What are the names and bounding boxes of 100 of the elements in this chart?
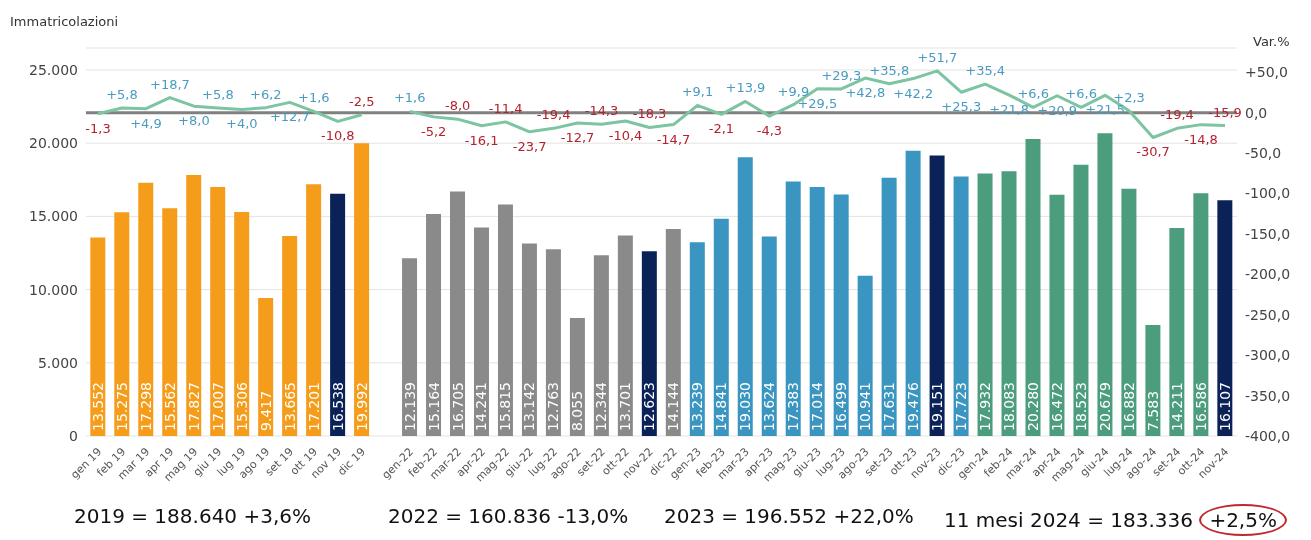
data-label: 16.705	[449, 382, 466, 431]
data-label: +35,8	[869, 62, 910, 78]
y2-tick-label: -350,0	[1245, 387, 1291, 404]
data-label: +35,4	[965, 63, 1006, 79]
data-label: +42,8	[845, 85, 886, 101]
y2-tick-label: -300,0	[1245, 347, 1291, 364]
data-label: +9,9	[777, 83, 810, 99]
data-label: +29,3	[821, 67, 862, 83]
bar	[593, 255, 609, 436]
data-label: -4,3	[756, 123, 783, 139]
data-label: 15.275	[113, 382, 130, 431]
data-label: -12,7	[560, 129, 595, 145]
data-label: -1,3	[85, 120, 111, 136]
data-label: -18,3	[632, 106, 667, 122]
data-label: +51,7	[917, 49, 958, 65]
y-tick-label: 20.000	[29, 135, 78, 152]
data-label: 17.827	[185, 382, 202, 431]
data-label: 17.631	[881, 382, 898, 431]
y-axis-title: Immatricolazioni	[10, 14, 119, 29]
data-label: 14.211	[1168, 382, 1185, 431]
data-label: -16,1	[464, 132, 499, 148]
bar	[977, 173, 993, 436]
data-label: 12.344	[593, 381, 610, 431]
data-label: 16.538	[329, 382, 346, 431]
y-tick-label: 15.000	[29, 208, 78, 225]
data-label: -2,1	[708, 121, 735, 137]
data-label: 9.417	[257, 390, 274, 431]
data-label: 15.815	[497, 382, 514, 431]
data-label: 20.280	[1025, 382, 1041, 431]
data-label: 16.472	[1048, 382, 1065, 431]
bar	[426, 213, 442, 436]
data-label: +6,2	[250, 86, 282, 102]
y2-tick-label: -150,0	[1245, 225, 1291, 242]
bar	[1097, 133, 1113, 436]
bar	[929, 155, 945, 436]
bar	[905, 150, 921, 436]
bar	[521, 243, 537, 436]
bar	[689, 242, 705, 436]
data-label: +5,8	[106, 86, 138, 102]
y-tick-label: 25.000	[29, 61, 78, 78]
data-label: -2,5	[349, 93, 375, 109]
bar	[857, 275, 873, 436]
y2-axis-title: Var.%	[1253, 34, 1290, 49]
bar	[1025, 139, 1041, 436]
bar	[497, 204, 513, 436]
y-tick-label: 0	[69, 427, 78, 444]
data-label: 16.882	[1120, 382, 1137, 431]
data-label: -14,7	[656, 131, 691, 147]
data-label: 13.142	[521, 382, 538, 431]
bar	[1049, 194, 1065, 436]
bar	[665, 228, 681, 436]
data-label: -14,3	[584, 103, 619, 119]
data-label: -10,4	[608, 128, 643, 144]
data-label: 8.055	[569, 390, 586, 431]
data-label: -23,7	[512, 138, 547, 154]
data-label: 18.083	[1001, 382, 1018, 431]
bar	[306, 184, 322, 436]
bar	[1193, 193, 1209, 436]
y2-tick-label: -200,0	[1245, 266, 1291, 283]
data-label: +42,2	[893, 85, 934, 101]
data-label: +1,6	[298, 90, 330, 106]
data-label: 14.841	[713, 382, 730, 431]
data-label: 19.030	[737, 382, 754, 431]
bar	[1073, 164, 1089, 436]
data-label: +6,6	[1017, 86, 1049, 102]
data-label: -5,2	[421, 123, 447, 139]
data-label: +13,9	[725, 80, 766, 96]
y2-tick-label: +50,0	[1245, 64, 1288, 81]
bar	[737, 157, 753, 436]
data-label: +2,3	[1113, 89, 1145, 105]
data-label: 12.763	[545, 382, 562, 431]
data-label: 14.241	[473, 382, 490, 431]
data-label: +4,9	[130, 115, 162, 131]
y2-tick-label: -50,0	[1245, 145, 1282, 162]
bar	[1001, 171, 1017, 436]
y-tick-label: 10.000	[29, 281, 78, 298]
bar	[90, 237, 106, 436]
data-label: 20.679	[1096, 382, 1113, 431]
bar	[809, 186, 825, 436]
data-label: 17.201	[305, 382, 322, 431]
data-label: 13.701	[617, 382, 634, 431]
text: 2023 = 196.552 +22,0%	[664, 504, 914, 528]
data-label: 17.932	[977, 382, 994, 431]
bar	[953, 176, 969, 436]
data-label: 13.552	[89, 382, 106, 431]
data-label: 12.139	[401, 382, 418, 431]
bar	[330, 193, 346, 436]
data-label: +4,0	[226, 116, 258, 132]
data-label: 15.164	[425, 381, 442, 431]
data-label: 13.239	[689, 382, 706, 431]
data-label: 19.476	[905, 381, 922, 431]
data-label: -10,8	[320, 128, 355, 144]
data-label: -11,4	[488, 100, 523, 116]
data-label: 13.624	[761, 381, 778, 431]
bar	[162, 208, 178, 436]
bar	[881, 177, 897, 436]
data-label: +25,3	[941, 99, 982, 115]
y2-tick-label: 0,0	[1245, 104, 1268, 121]
data-label: 19.992	[353, 382, 370, 431]
bar	[114, 212, 130, 436]
